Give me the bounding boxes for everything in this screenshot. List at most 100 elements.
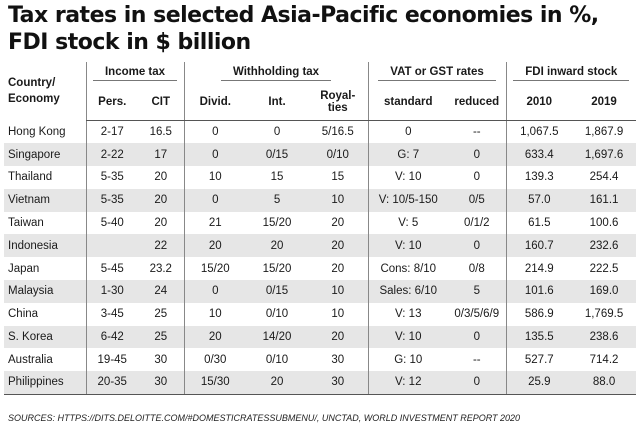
table-cell: V: 5 <box>367 211 449 235</box>
country-cell: China <box>4 302 86 326</box>
table-cell: 0/10 <box>308 143 369 167</box>
table-cell: 586.9 <box>505 302 573 326</box>
table-cell: 30 <box>138 371 185 395</box>
table-cell: 15/20 <box>246 257 309 281</box>
table-cell: 527.7 <box>505 348 573 372</box>
col-header-reduced: reduced <box>448 84 507 121</box>
table-cell: 0 <box>448 325 507 349</box>
table-cell: 214.9 <box>505 257 573 281</box>
table-cell: 5-35 <box>85 188 138 212</box>
table-cell: 15 <box>308 166 369 189</box>
table-cell: 14/20 <box>246 325 309 349</box>
col-header-2019: 2019 <box>572 84 637 121</box>
table-cell: 222.5 <box>572 257 637 281</box>
tax-rates-table: Country/ Economy Income tax Withholding … <box>4 62 637 395</box>
col-header-cit: CIT <box>138 84 185 121</box>
country-cell: Philippines <box>4 371 86 395</box>
table-cell: 0 <box>448 166 507 189</box>
country-cell: S. Korea <box>4 325 86 349</box>
table-cell: 0 <box>183 120 247 144</box>
table-cell: 5-45 <box>85 257 138 281</box>
table-cell: 30 <box>308 371 369 395</box>
table-cell: 100.6 <box>572 211 637 235</box>
country-cell: Thailand <box>4 166 86 189</box>
table-cell: 0/5 <box>448 188 507 212</box>
table-cell: 15/20 <box>246 211 309 235</box>
table-cell: 24 <box>138 280 185 303</box>
table-cell: 20 <box>308 234 369 258</box>
table-cell: V: 10 <box>367 166 449 189</box>
country-cell: Indonesia <box>4 234 86 258</box>
table-cell: 20 <box>308 257 369 281</box>
table-cell: 238.6 <box>572 325 637 349</box>
table-cell: 160.7 <box>505 234 573 258</box>
table-cell: 0/30 <box>183 348 247 372</box>
table-cell: 5 <box>246 188 309 212</box>
table-cell: 0 <box>448 143 507 167</box>
table-cell: 0 <box>183 188 247 212</box>
table-cell: 20 <box>138 188 185 212</box>
table-row: Philippines 20-35 30 15/30 20 30 V: 12 0 25.9 88.… <box>4 371 637 395</box>
table-row: Vietnam 5-35 20 0 5 10 V: 10/5-150 0/5 57.0 161.1 <box>4 188 637 212</box>
table-cell <box>85 234 138 258</box>
table-cell: 1,067.5 <box>505 120 573 144</box>
table-cell: 20 <box>246 371 309 395</box>
title-line-1: Tax rates in selected Asia-Pacific econo… <box>8 3 599 28</box>
page-title: Tax rates in selected Asia-Pacific econo… <box>8 2 632 56</box>
table-cell: 0 <box>183 143 247 167</box>
col-header-pers: Pers. <box>85 84 138 121</box>
country-header: Country/ Economy <box>8 77 60 106</box>
table-cell: 17 <box>138 143 185 167</box>
table-cell: 5-40 <box>85 211 138 235</box>
table-cell: 30 <box>308 348 369 372</box>
table-cell: Cons: 8/10 <box>367 257 449 281</box>
table-cell: 20-35 <box>85 371 138 395</box>
table-cell: 1,769.5 <box>572 302 637 326</box>
table-cell: 57.0 <box>505 188 573 212</box>
table-cell: 88.0 <box>572 371 637 395</box>
col-header-int: Int. <box>246 84 309 121</box>
col-header-standard: standard <box>367 84 449 121</box>
table-row: Taiwan 5-40 20 21 15/20 20 V: 5 0/1/2 61.5 100.6 <box>4 211 637 235</box>
table-cell: 10 <box>308 280 369 303</box>
country-cell: Japan <box>4 257 86 281</box>
table-cell: 0 <box>367 120 449 144</box>
table-cell: 10 <box>183 166 247 189</box>
table-cell: 0/10 <box>246 302 309 326</box>
table-cell: 5/16.5 <box>308 120 369 144</box>
table-cell: 19-45 <box>85 348 138 372</box>
country-cell: Malaysia <box>4 280 86 303</box>
table-cell: 10 <box>308 188 369 212</box>
table-cell: 0 <box>448 234 507 258</box>
table-cell: 0/3/5/6/9 <box>448 302 507 326</box>
country-cell: Vietnam <box>4 188 86 212</box>
table-cell: V: 12 <box>367 371 449 395</box>
table-cell: 20 <box>183 325 247 349</box>
table-row: China 3-45 25 10 0/10 10 V: 13 0/3/5/6/9 586.9 1,… <box>4 302 637 326</box>
country-cell: Singapore <box>4 143 86 167</box>
country-cell: Taiwan <box>4 211 86 235</box>
table-cell: 20 <box>308 325 369 349</box>
table-row: Indonesia 22 20 20 20 V: 10 0 160.7 232.6 <box>4 234 637 258</box>
table-cell: 0/8 <box>448 257 507 281</box>
table-cell: V: 10 <box>367 234 449 258</box>
table-cell: Sales: 6/10 <box>367 280 449 303</box>
country-cell: Australia <box>4 348 86 372</box>
table-cell: 0/15 <box>246 280 309 303</box>
table-cell: 0/10 <box>246 348 309 372</box>
table-cell: 0 <box>448 371 507 395</box>
table-cell: 0/1/2 <box>448 211 507 235</box>
table-cell: 1,697.6 <box>572 143 637 167</box>
table-cell: 16.5 <box>138 120 185 144</box>
table-cell: 1-30 <box>85 280 138 303</box>
source-note: SOURCES: HTTPS://DITS.DELOITTE.COM/#DOME… <box>8 413 521 423</box>
title-line-2: FDI stock in $ billion <box>8 30 251 55</box>
withholding-tax-group-header: Withholding tax <box>183 62 369 84</box>
table-cell: 139.3 <box>505 166 573 189</box>
table-row: Japan 5-45 23.2 15/20 15/20 20 Cons: 8/10 0/8 21… <box>4 257 637 281</box>
country-cell: Hong Kong <box>4 120 86 144</box>
income-tax-group-header: Income tax <box>85 62 185 84</box>
table-cell: 0 <box>183 280 247 303</box>
table-cell: 22 <box>138 234 185 258</box>
table-cell: -- <box>448 348 507 372</box>
